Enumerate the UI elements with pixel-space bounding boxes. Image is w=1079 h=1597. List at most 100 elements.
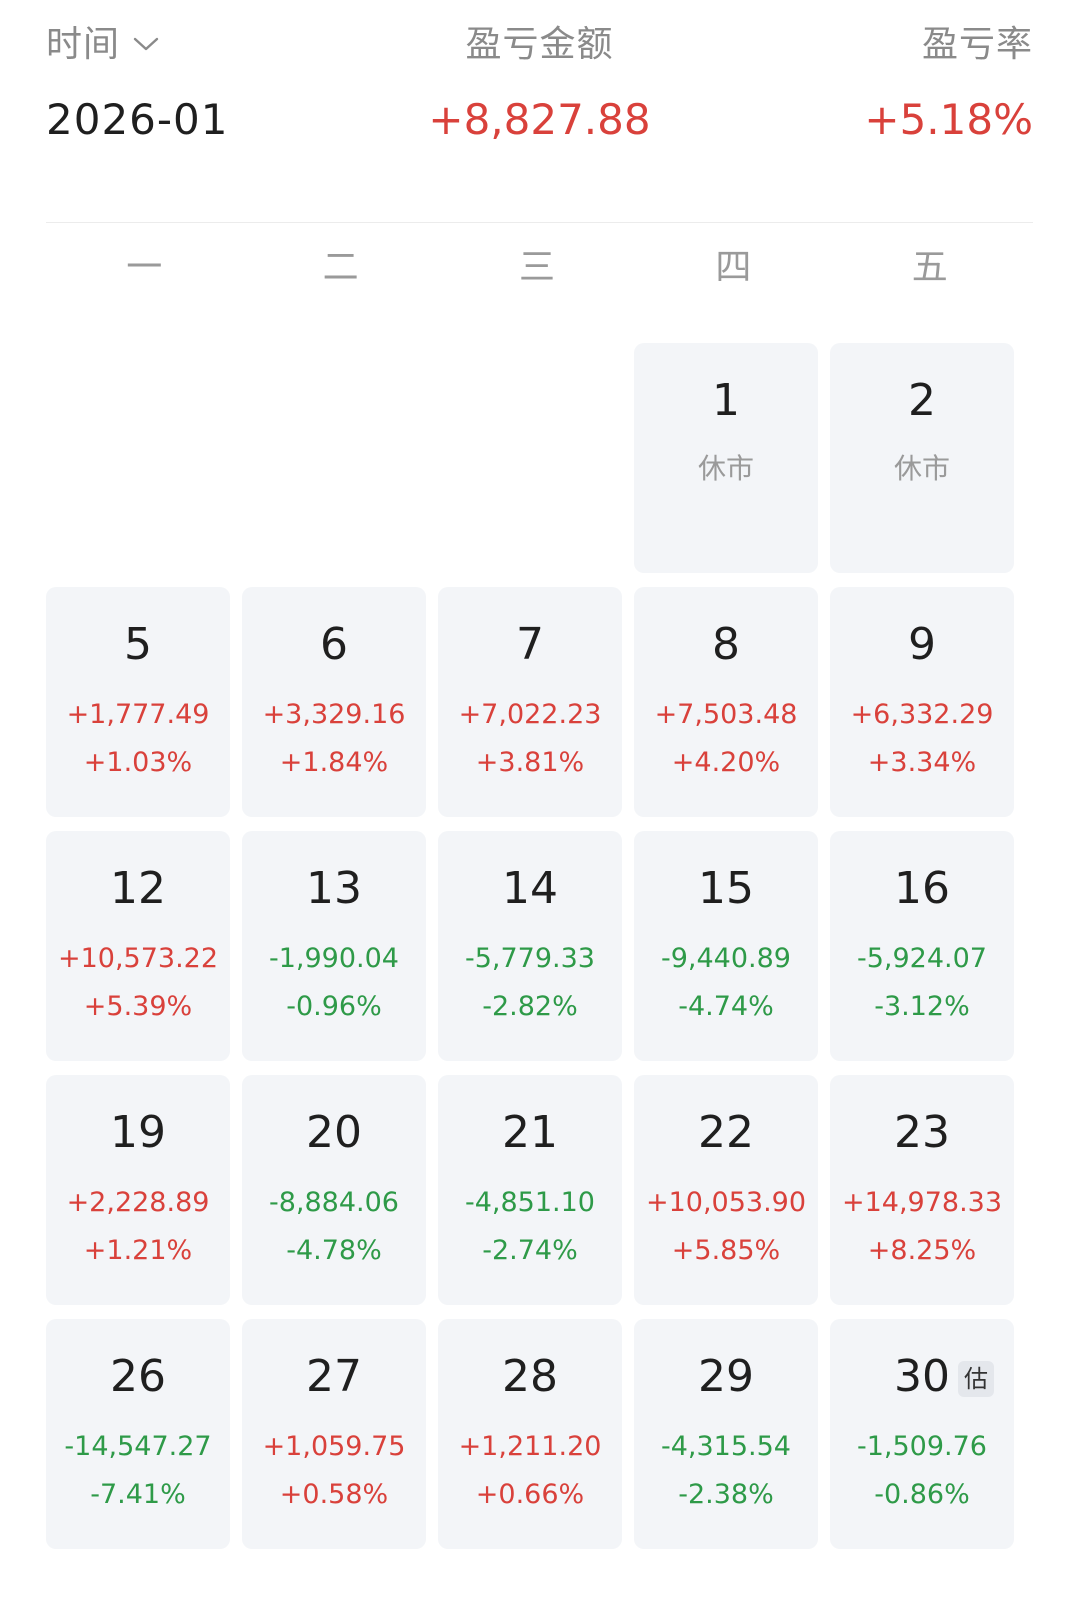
- day-number: 28: [502, 1351, 558, 1402]
- calendar-empty-cell: [242, 343, 426, 573]
- day-pnl-rate: +1.84%: [279, 747, 389, 778]
- market-closed-label: 休市: [893, 452, 950, 485]
- calendar-day-cell[interactable]: 2 休市: [830, 343, 1014, 573]
- calendar-day-cell[interactable]: 30 估 -1,509.76 -0.86%: [830, 1319, 1014, 1549]
- day-number: 13: [306, 863, 362, 914]
- calendar-day-cell[interactable]: 1 休市: [634, 343, 818, 573]
- amount-column: 盈亏金额 +8,827.88: [46, 18, 1033, 150]
- day-pnl-rate: -4.74%: [678, 991, 774, 1022]
- day-number: 23: [894, 1107, 950, 1158]
- calendar-day-cell[interactable]: 6 +3,329.16 +1.84%: [242, 587, 426, 817]
- weekday-header: 一 二 三 四 五: [46, 238, 1028, 298]
- summary-header: 时间 2026-01 盈亏金额 +8,827.88 盈亏率 +5.18%: [46, 18, 1033, 148]
- day-number: 21: [502, 1107, 558, 1158]
- calendar-day-cell[interactable]: 29 -4,315.54 -2.38%: [634, 1319, 818, 1549]
- day-pnl-amount: +10,053.90: [645, 1187, 807, 1218]
- day-pnl-rate: +1.21%: [83, 1235, 193, 1266]
- day-number: 9: [908, 619, 936, 670]
- calendar-day-cell[interactable]: 5 +1,777.49 +1.03%: [46, 587, 230, 817]
- amount-label: 盈亏金额: [465, 24, 614, 65]
- day-pnl-amount: +14,978.33: [841, 1187, 1003, 1218]
- calendar-empty-cell: [438, 343, 622, 573]
- estimate-badge: 估: [958, 1361, 994, 1397]
- calendar-day-cell[interactable]: 28 +1,211.20 +0.66%: [438, 1319, 622, 1549]
- time-column: 时间 2026-01: [46, 18, 229, 150]
- day-pnl-amount: +3,329.16: [262, 699, 406, 730]
- weekday-thu: 四: [715, 247, 752, 288]
- day-pnl-rate: +0.66%: [475, 1479, 585, 1510]
- day-pnl-amount: -5,779.33: [465, 943, 595, 974]
- day-pnl-amount: -8,884.06: [269, 1187, 399, 1218]
- day-number: 5: [124, 619, 152, 670]
- day-pnl-amount: -5,924.07: [857, 943, 987, 974]
- calendar-grid: 1 休市 2 休市 5 +1,777.49 +1.03% 6 +3,329.16 +1.84% 7 +…: [46, 343, 1016, 1549]
- calendar-day-cell[interactable]: 23 +14,978.33 +8.25%: [830, 1075, 1014, 1305]
- day-pnl-rate: +1.03%: [83, 747, 193, 778]
- rate-value: +5.18%: [864, 95, 1033, 144]
- day-pnl-rate: -0.96%: [286, 991, 382, 1022]
- calendar-day-cell[interactable]: 15 -9,440.89 -4.74%: [634, 831, 818, 1061]
- calendar-day-cell[interactable]: 13 -1,990.04 -0.96%: [242, 831, 426, 1061]
- calendar-day-cell[interactable]: 27 +1,059.75 +0.58%: [242, 1319, 426, 1549]
- day-pnl-amount: +7,503.48: [654, 699, 798, 730]
- day-number: 26: [110, 1351, 166, 1402]
- day-number: 14: [502, 863, 558, 914]
- day-pnl-rate: +4.20%: [671, 747, 781, 778]
- day-pnl-rate: +5.85%: [671, 1235, 781, 1266]
- day-number: 30: [894, 1351, 950, 1402]
- day-number: 8: [712, 619, 740, 670]
- day-pnl-amount: -14,547.27: [64, 1431, 212, 1462]
- weekday-fri: 五: [911, 247, 948, 288]
- day-pnl-rate: -2.74%: [482, 1235, 578, 1266]
- time-label: 时间: [46, 24, 121, 65]
- calendar-day-cell[interactable]: 14 -5,779.33 -2.82%: [438, 831, 622, 1061]
- day-pnl-rate: +3.34%: [867, 747, 977, 778]
- calendar-day-cell[interactable]: 19 +2,228.89 +1.21%: [46, 1075, 230, 1305]
- day-pnl-amount: -4,315.54: [661, 1431, 791, 1462]
- day-pnl-amount: +1,211.20: [458, 1431, 602, 1462]
- calendar-day-cell[interactable]: 9 +6,332.29 +3.34%: [830, 587, 1014, 817]
- calendar-day-cell[interactable]: 16 -5,924.07 -3.12%: [830, 831, 1014, 1061]
- day-pnl-rate: -0.86%: [874, 1479, 970, 1510]
- market-closed-label: 休市: [697, 452, 754, 485]
- day-pnl-rate: -2.38%: [678, 1479, 774, 1510]
- amount-value: +8,827.88: [428, 95, 651, 144]
- calendar-day-cell[interactable]: 22 +10,053.90 +5.85%: [634, 1075, 818, 1305]
- calendar-empty-cell: [46, 343, 230, 573]
- day-pnl-amount: -9,440.89: [661, 943, 791, 974]
- rate-label: 盈亏率: [921, 24, 1033, 65]
- day-number: 2: [908, 375, 936, 426]
- day-pnl-rate: -4.78%: [286, 1235, 382, 1266]
- day-number: 27: [306, 1351, 362, 1402]
- weekday-wed: 三: [518, 247, 555, 288]
- calendar-day-cell[interactable]: 12 +10,573.22 +5.39%: [46, 831, 230, 1061]
- day-pnl-rate: -2.82%: [482, 991, 578, 1022]
- calendar-day-cell[interactable]: 21 -4,851.10 -2.74%: [438, 1075, 622, 1305]
- day-pnl-amount: +10,573.22: [57, 943, 219, 974]
- calendar-day-cell[interactable]: 8 +7,503.48 +4.20%: [634, 587, 818, 817]
- chevron-down-icon[interactable]: [132, 15, 160, 69]
- calendar-day-cell[interactable]: 20 -8,884.06 -4.78%: [242, 1075, 426, 1305]
- time-selector[interactable]: 时间: [46, 18, 229, 72]
- month-value[interactable]: 2026-01: [46, 95, 229, 144]
- rate-column: 盈亏率 +5.18%: [864, 18, 1033, 150]
- day-pnl-rate: +5.39%: [83, 991, 193, 1022]
- day-pnl-rate: -3.12%: [874, 991, 970, 1022]
- day-pnl-amount: -4,851.10: [465, 1187, 595, 1218]
- day-number: 20: [306, 1107, 362, 1158]
- day-number: 1: [712, 375, 740, 426]
- calendar-day-cell[interactable]: 7 +7,022.23 +3.81%: [438, 587, 622, 817]
- divider: [46, 222, 1033, 223]
- day-pnl-amount: +1,777.49: [66, 699, 210, 730]
- day-pnl-rate: +3.81%: [475, 747, 585, 778]
- day-number: 22: [698, 1107, 754, 1158]
- day-pnl-amount: -1,990.04: [269, 943, 399, 974]
- calendar-day-cell[interactable]: 26 -14,547.27 -7.41%: [46, 1319, 230, 1549]
- weekday-tue: 二: [322, 247, 359, 288]
- day-pnl-rate: +0.58%: [279, 1479, 389, 1510]
- day-number: 6: [320, 619, 348, 670]
- day-number: 15: [698, 863, 754, 914]
- weekday-mon: 一: [126, 247, 163, 288]
- day-pnl-amount: +2,228.89: [66, 1187, 210, 1218]
- day-pnl-amount: -1,509.76: [857, 1431, 987, 1462]
